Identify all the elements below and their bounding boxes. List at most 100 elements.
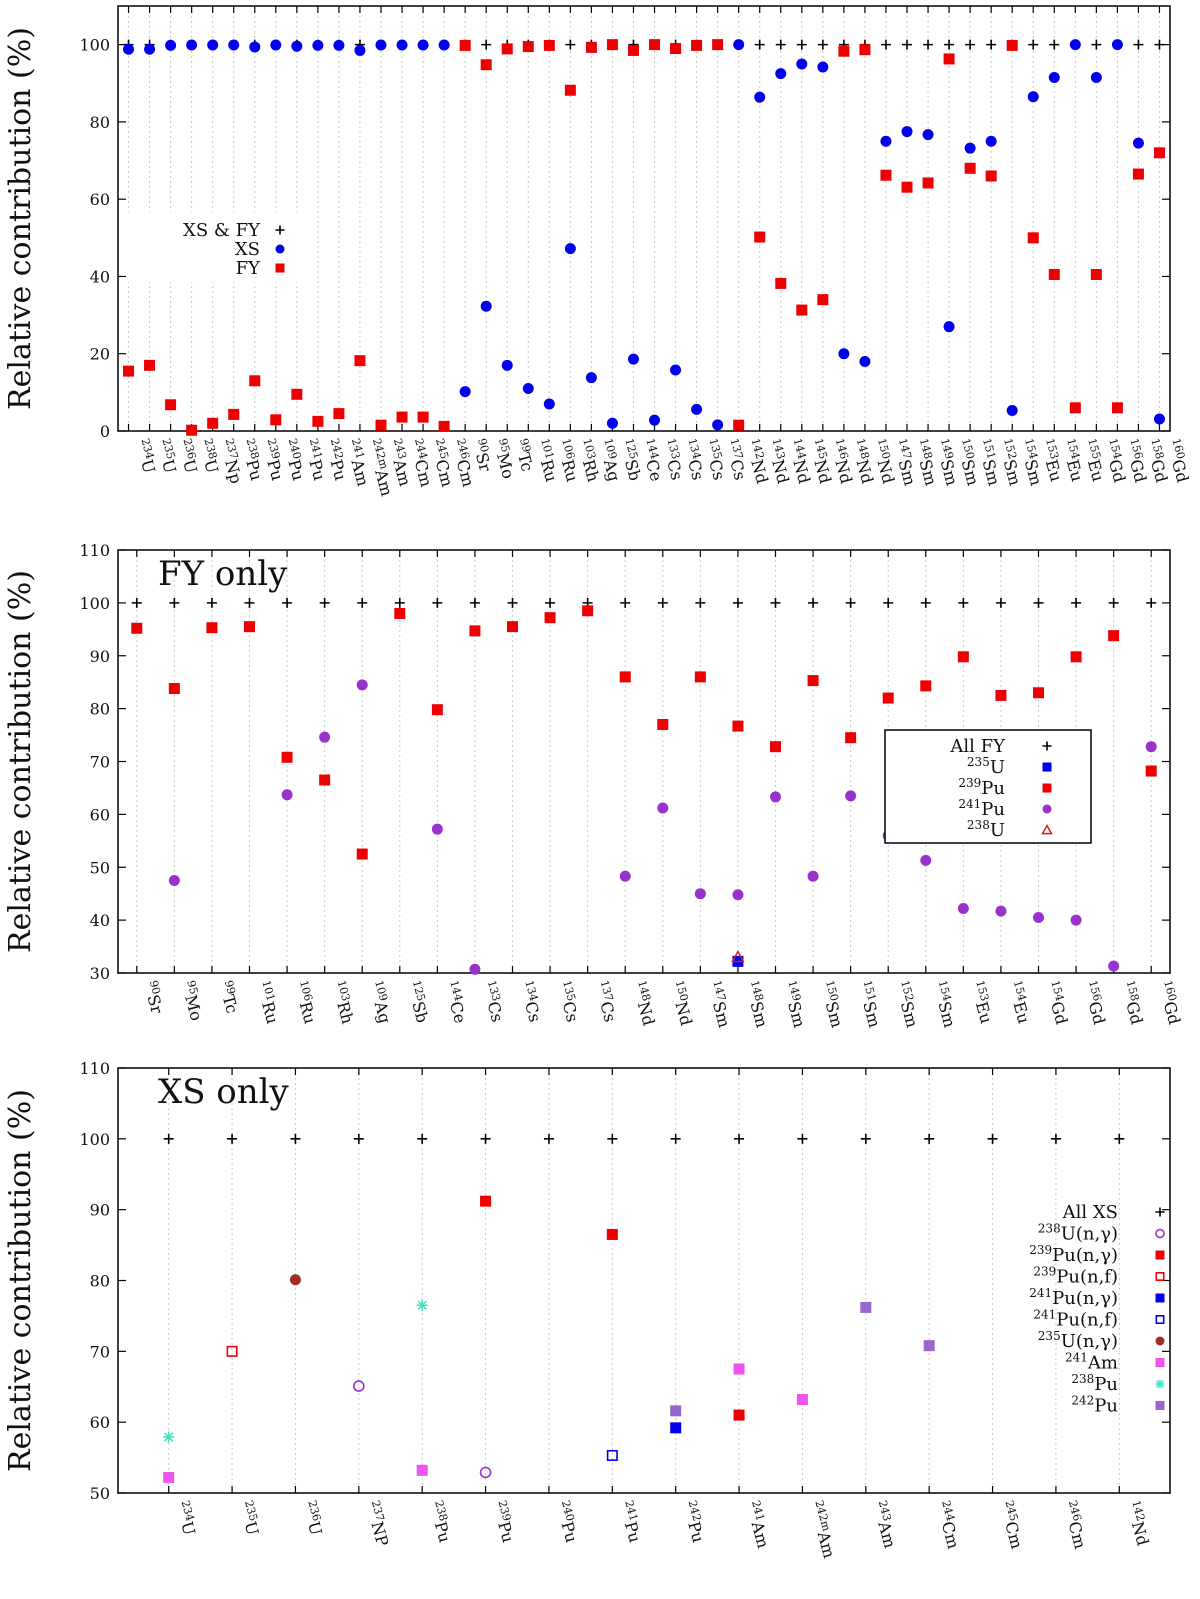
legend-label: 235U [967, 755, 1005, 778]
y-axis-label: Relative contribution (%) [3, 1089, 38, 1472]
legend-label: 239Pu [958, 776, 1005, 799]
legend-marker [1155, 1250, 1165, 1260]
data-point [353, 1380, 365, 1392]
y-tick-label: 40 [90, 911, 110, 930]
legend: All XS238U(n,γ)239Pu(n,γ)239Pu(n,f)241Pu… [1029, 1202, 1165, 1417]
data-point [459, 39, 471, 51]
plot-frame [117, 5, 1171, 432]
data-point [880, 135, 892, 147]
x-tick-label: 101Ru [253, 979, 284, 1026]
data-point [545, 597, 556, 608]
data-point [883, 597, 894, 608]
x-tick-label: 234U [132, 437, 160, 475]
data-point [1154, 39, 1165, 50]
data-point [695, 597, 706, 608]
x-tick-label: 236U [299, 1499, 327, 1537]
data-point [657, 597, 668, 608]
data-point [168, 683, 180, 695]
data-point [775, 277, 787, 289]
data-point [732, 597, 743, 608]
data-point [431, 704, 443, 716]
data-point [1132, 168, 1144, 180]
data-point [770, 597, 781, 608]
x-tick-label: 109Ag [365, 979, 395, 1026]
x-tick-label: 239Pu [489, 1499, 519, 1545]
data-point [226, 1345, 238, 1357]
data-point [353, 1133, 364, 1144]
data-point [957, 651, 969, 663]
data-point [438, 420, 450, 432]
legend-label: 239Pu(n,γ) [1029, 1243, 1118, 1266]
data-point [859, 44, 871, 56]
x-tick-label: 154Eu [1004, 979, 1034, 1026]
data-point [1153, 413, 1165, 425]
series-239pu [131, 605, 1157, 860]
x-tick-label: 242mAm [806, 1499, 840, 1560]
data-point [607, 1133, 618, 1144]
data-point [469, 963, 481, 975]
x-tick-label: 142Nd [1122, 1499, 1153, 1548]
data-point [396, 411, 408, 423]
data-point [1145, 741, 1157, 753]
data-point [1090, 269, 1102, 281]
data-point [995, 689, 1007, 701]
data-point [394, 597, 405, 608]
data-point [281, 789, 293, 801]
data-point [244, 597, 255, 608]
x-tick-label: 152Sm [891, 979, 923, 1030]
data-point [796, 304, 808, 316]
y-tick-label: 80 [90, 1272, 110, 1291]
x-tick-label: 134Cs [679, 437, 709, 482]
data-point [732, 720, 744, 732]
series-241pu-n- [670, 1422, 682, 1434]
series-239pu-n-f- [226, 1345, 238, 1357]
legend-label: 238U(n,γ) [1038, 1222, 1118, 1245]
data-point [356, 848, 368, 860]
data-point [670, 43, 682, 54]
legend-marker [1155, 1358, 1165, 1367]
data-point [1108, 597, 1119, 608]
panel-title: XS only [158, 1072, 290, 1112]
data-point [838, 45, 850, 57]
data-point [564, 84, 576, 96]
data-point [438, 39, 450, 51]
x-tick-label: 154Gd [1042, 979, 1073, 1027]
data-point [797, 1133, 808, 1144]
data-point [1027, 232, 1039, 244]
x-tick-label: 144Ce [637, 437, 667, 483]
data-point [694, 671, 706, 683]
data-point [168, 874, 180, 886]
legend-marker [1155, 1293, 1165, 1303]
x-tick-label: 242Pu [679, 1499, 709, 1545]
legend-marker [1042, 804, 1052, 814]
data-point [995, 905, 1007, 917]
data-point [985, 135, 997, 147]
x-tick-label: 245Cm [996, 1499, 1028, 1551]
series-all-fy [131, 597, 1157, 608]
data-point [282, 597, 293, 608]
data-point [543, 39, 555, 51]
x-tick-label: 137Cs [591, 979, 621, 1024]
data-point [923, 39, 934, 50]
data-point [920, 680, 932, 692]
x-tick-label: 150Sm [816, 979, 848, 1030]
data-point [1006, 39, 1018, 51]
data-point [922, 177, 934, 189]
legend-label: 235U(n,γ) [1038, 1329, 1118, 1352]
data-point [163, 1471, 175, 1483]
data-point [957, 902, 969, 914]
legend-label: XS [235, 239, 260, 260]
x-tick-label: 133Cs [478, 979, 508, 1024]
data-point [734, 1133, 745, 1144]
data-point [859, 355, 871, 367]
x-tick-label: 144Ce [440, 979, 470, 1025]
data-point [394, 607, 406, 619]
x-tick-label: 158Gd [1117, 979, 1148, 1027]
legend-marker [1155, 1401, 1165, 1410]
data-point [585, 41, 597, 53]
data-point [964, 162, 976, 174]
data-point [775, 39, 786, 50]
data-point [770, 791, 781, 803]
